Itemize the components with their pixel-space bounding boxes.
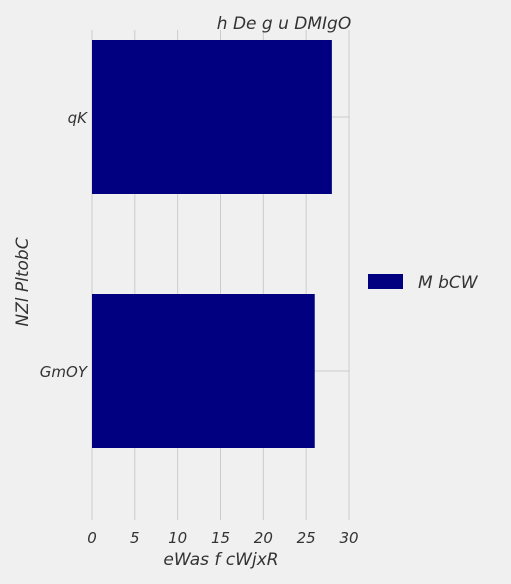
x-tick-label: 10 [168,529,187,547]
x-tick-label: 0 [87,529,97,547]
y-tick-label: qK [68,109,89,127]
x-axis-label: eWas f cWjxR [163,550,278,570]
y-tick-labels: qK GmOY [40,109,89,381]
bar [92,40,332,194]
x-tick-label: 30 [339,529,358,547]
x-tick-label: 5 [130,529,140,547]
legend-label: M bCW [418,273,479,293]
y-axis-label: NZl PltobC [13,237,33,326]
bars-layer [92,40,332,448]
x-tick-labels: 0 5 10 15 20 25 30 [87,529,358,547]
x-tick-label: 15 [211,529,230,547]
y-tick-label: GmOY [40,363,89,381]
legend: M bCW [368,273,479,293]
x-tick-label: 20 [254,529,273,547]
legend-swatch [368,274,403,289]
x-tick-label: 25 [297,529,316,547]
chart-title: h De g u DMIgO [217,14,351,34]
bar [92,294,315,448]
